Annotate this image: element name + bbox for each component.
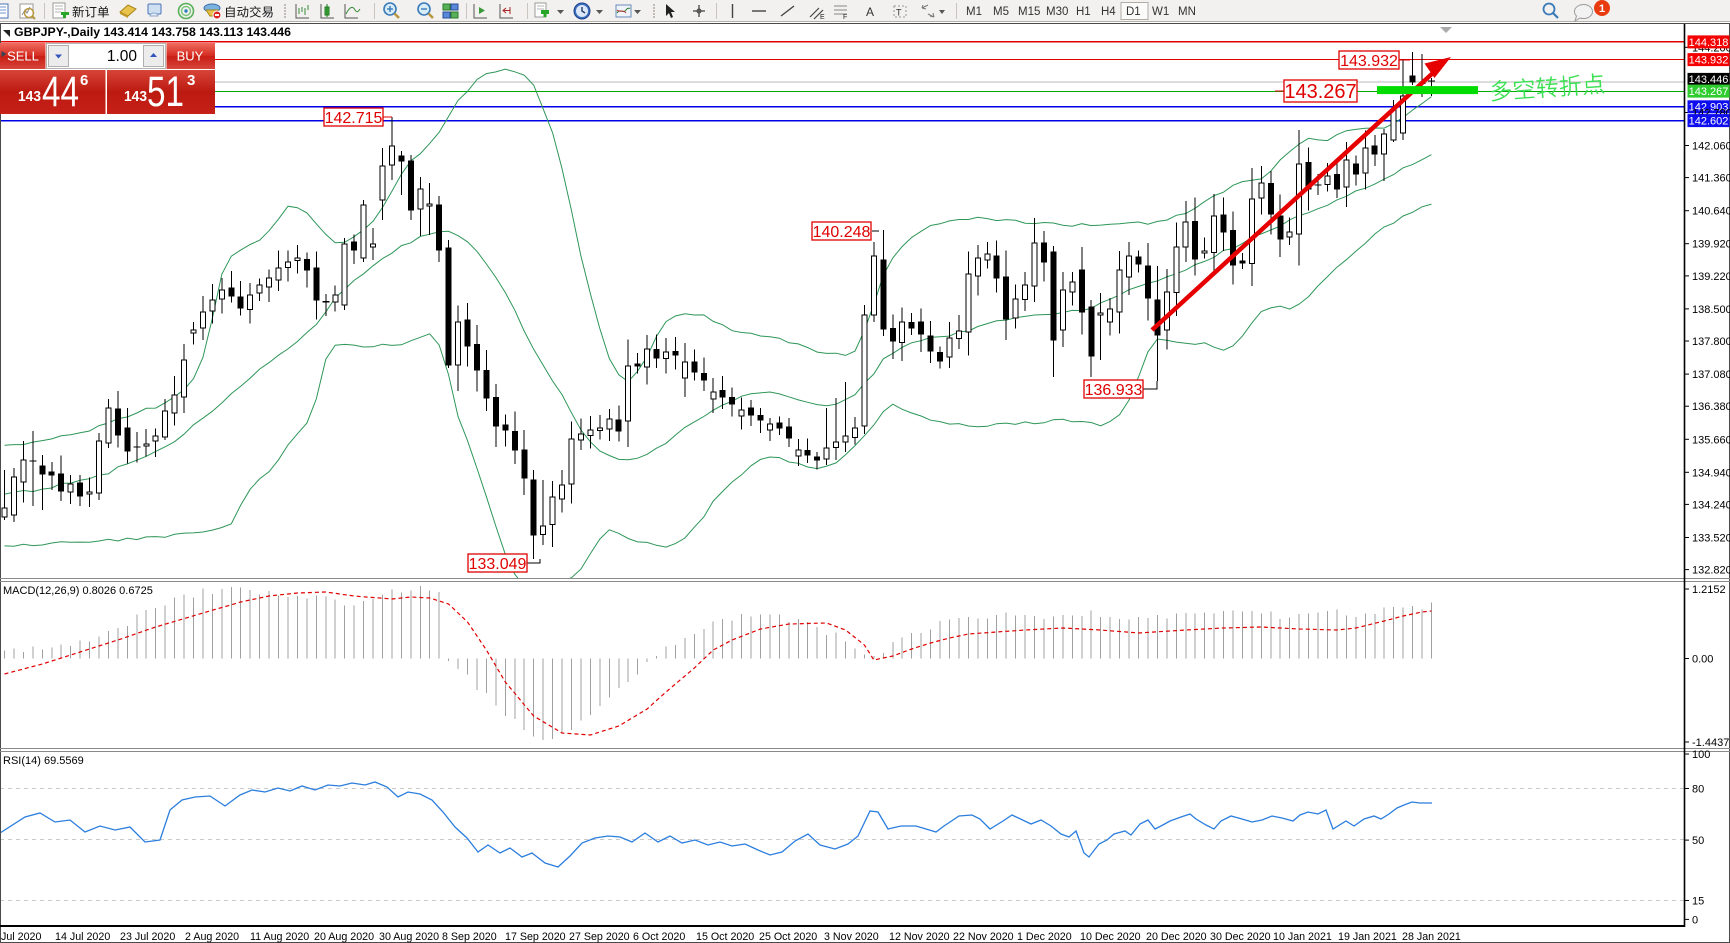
svg-text:20 Aug 2020: 20 Aug 2020 <box>314 931 374 943</box>
svg-text:27 Sep 2020: 27 Sep 2020 <box>569 931 630 943</box>
svg-text:135.660: 135.660 <box>1692 434 1730 446</box>
svg-text:M1: M1 <box>966 6 982 18</box>
svg-text:25 Oct 2020: 25 Oct 2020 <box>759 931 817 943</box>
svg-text:144.318: 144.318 <box>1689 37 1729 49</box>
svg-text:1.2152: 1.2152 <box>1692 584 1726 596</box>
svg-text:134.940: 134.940 <box>1692 467 1730 479</box>
svg-text:10 Jan 2021: 10 Jan 2021 <box>1273 931 1332 943</box>
svg-text:139.920: 139.920 <box>1692 239 1730 251</box>
svg-text:142.715: 142.715 <box>325 110 383 127</box>
svg-text:133.049: 133.049 <box>469 556 527 573</box>
svg-text:M15: M15 <box>1018 6 1040 18</box>
svg-text:80: 80 <box>1692 784 1704 796</box>
svg-text:22 Nov 2020: 22 Nov 2020 <box>953 931 1014 943</box>
svg-text:30 Dec 2020: 30 Dec 2020 <box>1210 931 1271 943</box>
svg-text:141.360: 141.360 <box>1692 173 1730 185</box>
svg-text:137.080: 137.080 <box>1692 369 1730 381</box>
svg-text:M30: M30 <box>1046 6 1068 18</box>
svg-text:143.267: 143.267 <box>1284 81 1356 103</box>
svg-text:MN: MN <box>1178 6 1196 18</box>
svg-text:51: 51 <box>147 68 184 116</box>
svg-text:T: T <box>896 8 902 18</box>
svg-text:A: A <box>866 5 874 19</box>
svg-text:20 Dec 2020: 20 Dec 2020 <box>1146 931 1207 943</box>
svg-text:11 Aug 2020: 11 Aug 2020 <box>250 931 309 943</box>
svg-text:142.602: 142.602 <box>1689 116 1729 128</box>
svg-text:GBPJPY-,Daily 143.414 143.758: GBPJPY-,Daily 143.414 143.758 143.113 14… <box>14 25 291 39</box>
svg-text:2 Aug 2020: 2 Aug 2020 <box>185 931 239 943</box>
svg-text:143: 143 <box>18 89 41 105</box>
svg-text:44: 44 <box>42 68 79 116</box>
svg-text:14 Jul 2020: 14 Jul 2020 <box>55 931 110 943</box>
svg-text:0: 0 <box>1692 914 1698 926</box>
svg-text:BUY: BUY <box>177 49 204 64</box>
svg-text:15: 15 <box>1692 896 1704 908</box>
svg-text:15 Oct 2020: 15 Oct 2020 <box>696 931 754 943</box>
svg-text:142.903: 142.903 <box>1689 102 1729 114</box>
svg-text:143.446: 143.446 <box>1689 74 1729 86</box>
svg-text:139.220: 139.220 <box>1692 271 1730 283</box>
svg-text:-1.4437: -1.4437 <box>1692 737 1729 749</box>
svg-text:137.800: 137.800 <box>1692 336 1730 348</box>
svg-text:50: 50 <box>1692 835 1704 847</box>
svg-text:Jul 2020: Jul 2020 <box>1 931 41 943</box>
svg-text:143.267: 143.267 <box>1689 86 1729 98</box>
svg-text:17 Sep 2020: 17 Sep 2020 <box>505 931 566 943</box>
svg-text:140.640: 140.640 <box>1692 206 1730 218</box>
svg-text:MACD(12,26,9) 0.8026 0.6725: MACD(12,26,9) 0.8026 0.6725 <box>3 585 153 597</box>
svg-text:132.820: 132.820 <box>1692 565 1730 577</box>
svg-text:136.933: 136.933 <box>1085 382 1143 399</box>
svg-text:SELL: SELL <box>7 49 39 64</box>
svg-text:143: 143 <box>124 89 147 105</box>
svg-text:RSI(14) 69.5569: RSI(14) 69.5569 <box>3 755 84 767</box>
svg-text:H1: H1 <box>1076 6 1091 18</box>
svg-text:134.240: 134.240 <box>1692 499 1730 511</box>
svg-text:1: 1 <box>1599 3 1605 15</box>
svg-text:143.932: 143.932 <box>1340 53 1398 70</box>
svg-text:F: F <box>843 14 847 21</box>
svg-text:D1: D1 <box>1126 6 1141 18</box>
svg-text:8 Sep 2020: 8 Sep 2020 <box>442 931 497 943</box>
svg-text:142.060: 142.060 <box>1692 141 1730 153</box>
svg-text:136.380: 136.380 <box>1692 401 1730 413</box>
svg-text:1.00: 1.00 <box>107 48 138 65</box>
svg-text:100: 100 <box>1692 749 1710 761</box>
svg-text:12 Nov 2020: 12 Nov 2020 <box>889 931 950 943</box>
svg-text:30 Aug 2020: 30 Aug 2020 <box>379 931 439 943</box>
svg-text:28 Jan 2021: 28 Jan 2021 <box>1402 931 1461 943</box>
svg-text:0.00: 0.00 <box>1692 654 1713 666</box>
svg-text:E: E <box>820 14 825 21</box>
svg-text:10 Dec 2020: 10 Dec 2020 <box>1080 931 1141 943</box>
svg-text:6 Oct 2020: 6 Oct 2020 <box>633 931 685 943</box>
svg-text:3 Nov 2020: 3 Nov 2020 <box>824 931 879 943</box>
svg-text:133.520: 133.520 <box>1692 533 1730 545</box>
svg-text:19 Jan 2021: 19 Jan 2021 <box>1338 931 1397 943</box>
svg-text:1 Dec 2020: 1 Dec 2020 <box>1017 931 1072 943</box>
svg-text:140.248: 140.248 <box>813 224 871 241</box>
svg-text:H4: H4 <box>1101 6 1116 18</box>
svg-text:138.500: 138.500 <box>1692 304 1730 316</box>
svg-text:6: 6 <box>80 72 88 89</box>
svg-text:3: 3 <box>187 72 195 89</box>
svg-text:W1: W1 <box>1152 6 1169 18</box>
svg-text:143.932: 143.932 <box>1689 55 1729 67</box>
svg-text:M5: M5 <box>993 6 1009 18</box>
svg-text:23 Jul 2020: 23 Jul 2020 <box>120 931 175 943</box>
